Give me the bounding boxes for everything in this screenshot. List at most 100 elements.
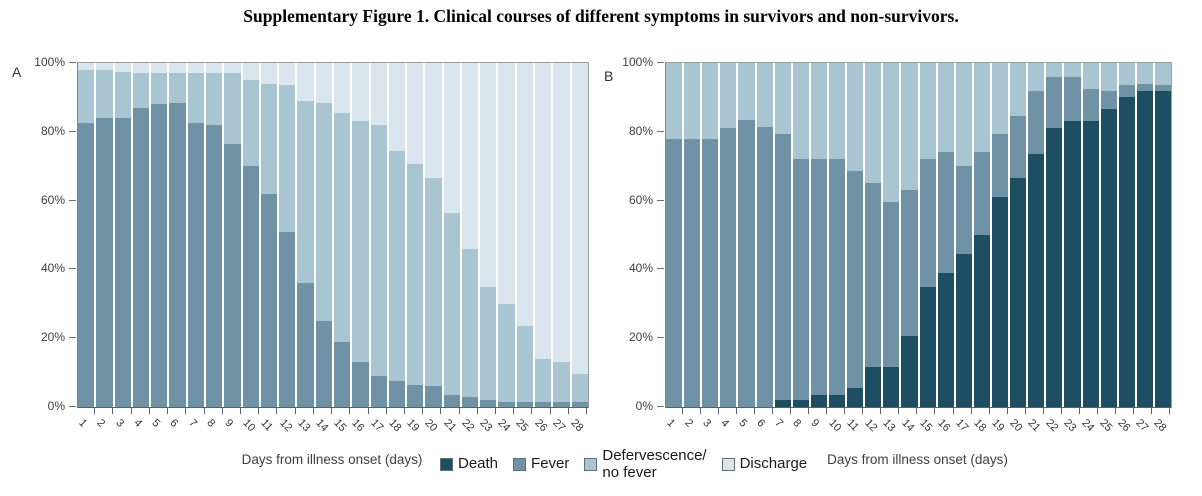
x-tick-label: 22	[459, 417, 477, 435]
x-tick-label: 18	[386, 417, 404, 435]
x-tick	[935, 408, 954, 414]
legend-label-fever: Fever	[531, 455, 570, 473]
bar-day-7	[774, 63, 791, 407]
x-tick	[332, 408, 351, 414]
segment-fever	[991, 133, 1009, 198]
segment-fever	[333, 341, 351, 407]
bar-day-8	[205, 63, 223, 407]
x-tick-label: 4	[131, 417, 145, 430]
segment-defervescence	[553, 362, 570, 402]
segment-discharge	[224, 63, 241, 74]
x-tick-label: 10	[240, 417, 258, 435]
segment-death	[792, 400, 809, 407]
plot-wrap-b: 1 2 3 4 5 6 7 8 9 10 11 12 13 14 15 16 17 18 19 20 21 22 23 24 2…	[664, 62, 1172, 467]
segment-discharge	[205, 63, 223, 74]
x-tick	[405, 408, 424, 414]
segment-fever	[901, 190, 918, 337]
bar-day-8	[792, 63, 809, 407]
segment-fever	[352, 362, 369, 407]
segment-discharge	[388, 63, 406, 151]
bar-day-19	[991, 63, 1009, 407]
bar-day-2	[96, 63, 113, 407]
x-tick-label: 1	[76, 417, 90, 430]
segment-defervescence	[1082, 63, 1099, 89]
bar-day-25	[516, 63, 534, 407]
bar-day-11	[260, 63, 278, 407]
segment-defervescence	[498, 303, 515, 402]
segment-fever	[919, 159, 936, 287]
segment-fever	[937, 152, 954, 273]
segment-fever	[1028, 90, 1045, 155]
x-tick	[95, 408, 114, 414]
segment-defervescence	[260, 83, 278, 194]
segment-discharge	[96, 63, 113, 70]
x-tick	[1008, 408, 1026, 414]
bar-day-9	[224, 63, 241, 407]
x-tick-label: 7	[772, 417, 786, 430]
segment-fever	[955, 166, 972, 254]
segment-discharge	[169, 63, 186, 74]
x-tick-label: 14	[313, 417, 331, 435]
x-axis-title-a: Days from illness onset (days)	[241, 452, 423, 467]
segment-fever	[242, 166, 259, 407]
x-tick	[205, 408, 223, 414]
segment-death	[810, 394, 827, 407]
segment-discharge	[279, 63, 296, 86]
segment-death	[991, 197, 1009, 407]
bar-day-15	[919, 63, 936, 407]
segment-defervescence	[333, 112, 351, 342]
segment-fever	[187, 123, 204, 407]
x-tick-label: 8	[204, 417, 217, 430]
segment-discharge	[553, 63, 570, 363]
segment-discharge	[407, 63, 424, 165]
segment-defervescence	[1136, 63, 1153, 84]
bar-day-6	[756, 63, 773, 407]
x-tick-label: 20	[1007, 417, 1025, 435]
x-tick	[514, 408, 533, 414]
segment-death	[883, 367, 900, 407]
x-tick	[77, 408, 96, 414]
legend-swatch-fever	[513, 458, 527, 471]
x-tick	[1080, 408, 1098, 414]
segment-defervescence	[205, 73, 223, 125]
y-axis-b: 0% 20% 40% 60% 80% 100%	[598, 55, 665, 413]
y-tick	[69, 199, 76, 201]
segment-fever	[480, 400, 497, 407]
segment-death	[828, 394, 846, 407]
x-tick-label: 9	[222, 417, 236, 430]
segment-defervescence	[169, 73, 186, 103]
y-tick	[657, 199, 664, 201]
x-tick	[277, 408, 296, 414]
x-tick	[899, 408, 918, 414]
x-tick	[223, 408, 241, 414]
segment-fever	[370, 376, 387, 407]
x-tick-label: 28	[568, 417, 586, 435]
segment-fever	[516, 401, 534, 407]
legend-item-discharge: Discharge	[721, 456, 807, 473]
segment-discharge	[516, 63, 534, 327]
x-axis-ticks-a	[77, 408, 588, 414]
x-tick-label: 5	[736, 417, 750, 430]
x-tick	[845, 408, 864, 414]
x-tick	[460, 408, 478, 414]
x-tick-label: 14	[898, 417, 917, 435]
segment-fever	[535, 401, 552, 407]
segment-fever	[260, 193, 278, 407]
segment-death	[1082, 121, 1099, 407]
x-tick	[737, 408, 756, 414]
y-tick	[69, 130, 76, 132]
segment-fever	[297, 283, 314, 407]
bar-day-20	[1010, 63, 1027, 407]
x-tick	[150, 408, 169, 414]
segment-fever	[461, 396, 479, 407]
bar-day-11	[847, 63, 864, 407]
x-tick	[441, 408, 460, 414]
segment-defervescence	[132, 73, 150, 108]
x-tick-label: 20	[422, 417, 440, 435]
segment-death	[1064, 121, 1081, 407]
segment-defervescence	[847, 63, 864, 172]
x-tick	[1116, 408, 1134, 414]
segment-death	[1136, 90, 1153, 407]
x-tick-label: 22	[1043, 417, 1061, 435]
segment-defervescence	[516, 326, 534, 402]
